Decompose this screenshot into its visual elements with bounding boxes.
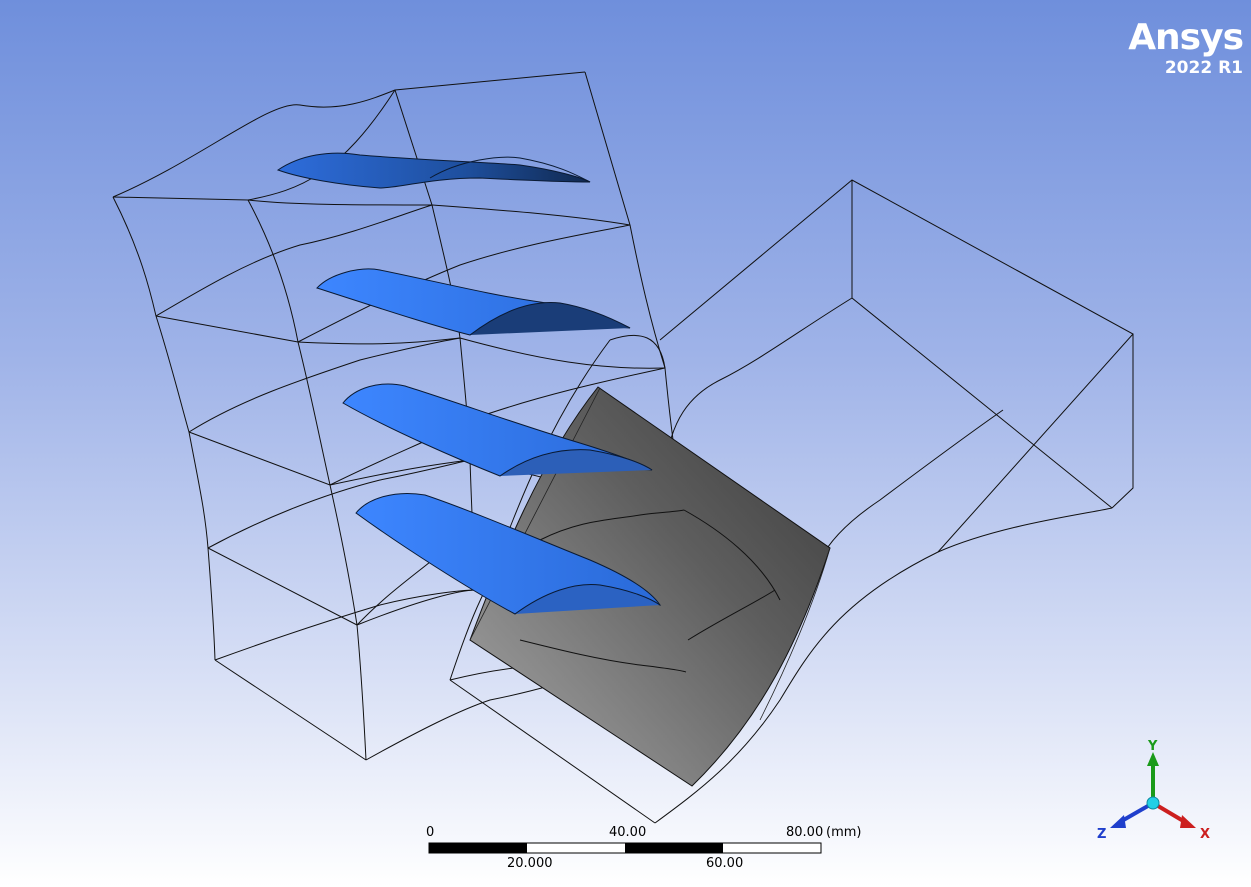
triad-y-label: Y [1147, 739, 1158, 754]
scale-label-80: 80.00 [786, 825, 824, 840]
triad-z-label: Z [1097, 827, 1106, 842]
triad-x-label: X [1200, 827, 1210, 842]
scale-bar [428, 842, 822, 854]
blade-3[interactable] [342, 383, 653, 477]
blade-2[interactable] [316, 268, 631, 336]
ansys-logo: Ansys 2022 R1 [1128, 17, 1244, 79]
scale-label-20: 20.000 [507, 856, 553, 871]
scale-label-0: 0 [426, 825, 435, 840]
blade-1[interactable] [276, 152, 591, 189]
version-label: 2022 R1 [1164, 58, 1243, 78]
fluid-domain-downstream[interactable] [654, 179, 1134, 824]
brand-name: Ansys [1128, 17, 1244, 58]
scale-unit: (mm) [826, 825, 862, 840]
blade-4[interactable] [355, 493, 662, 615]
scale-label-60: 60.00 [706, 856, 744, 871]
axis-triad: Y X Z [1097, 739, 1210, 842]
scale-label-40: 40.00 [609, 825, 647, 840]
